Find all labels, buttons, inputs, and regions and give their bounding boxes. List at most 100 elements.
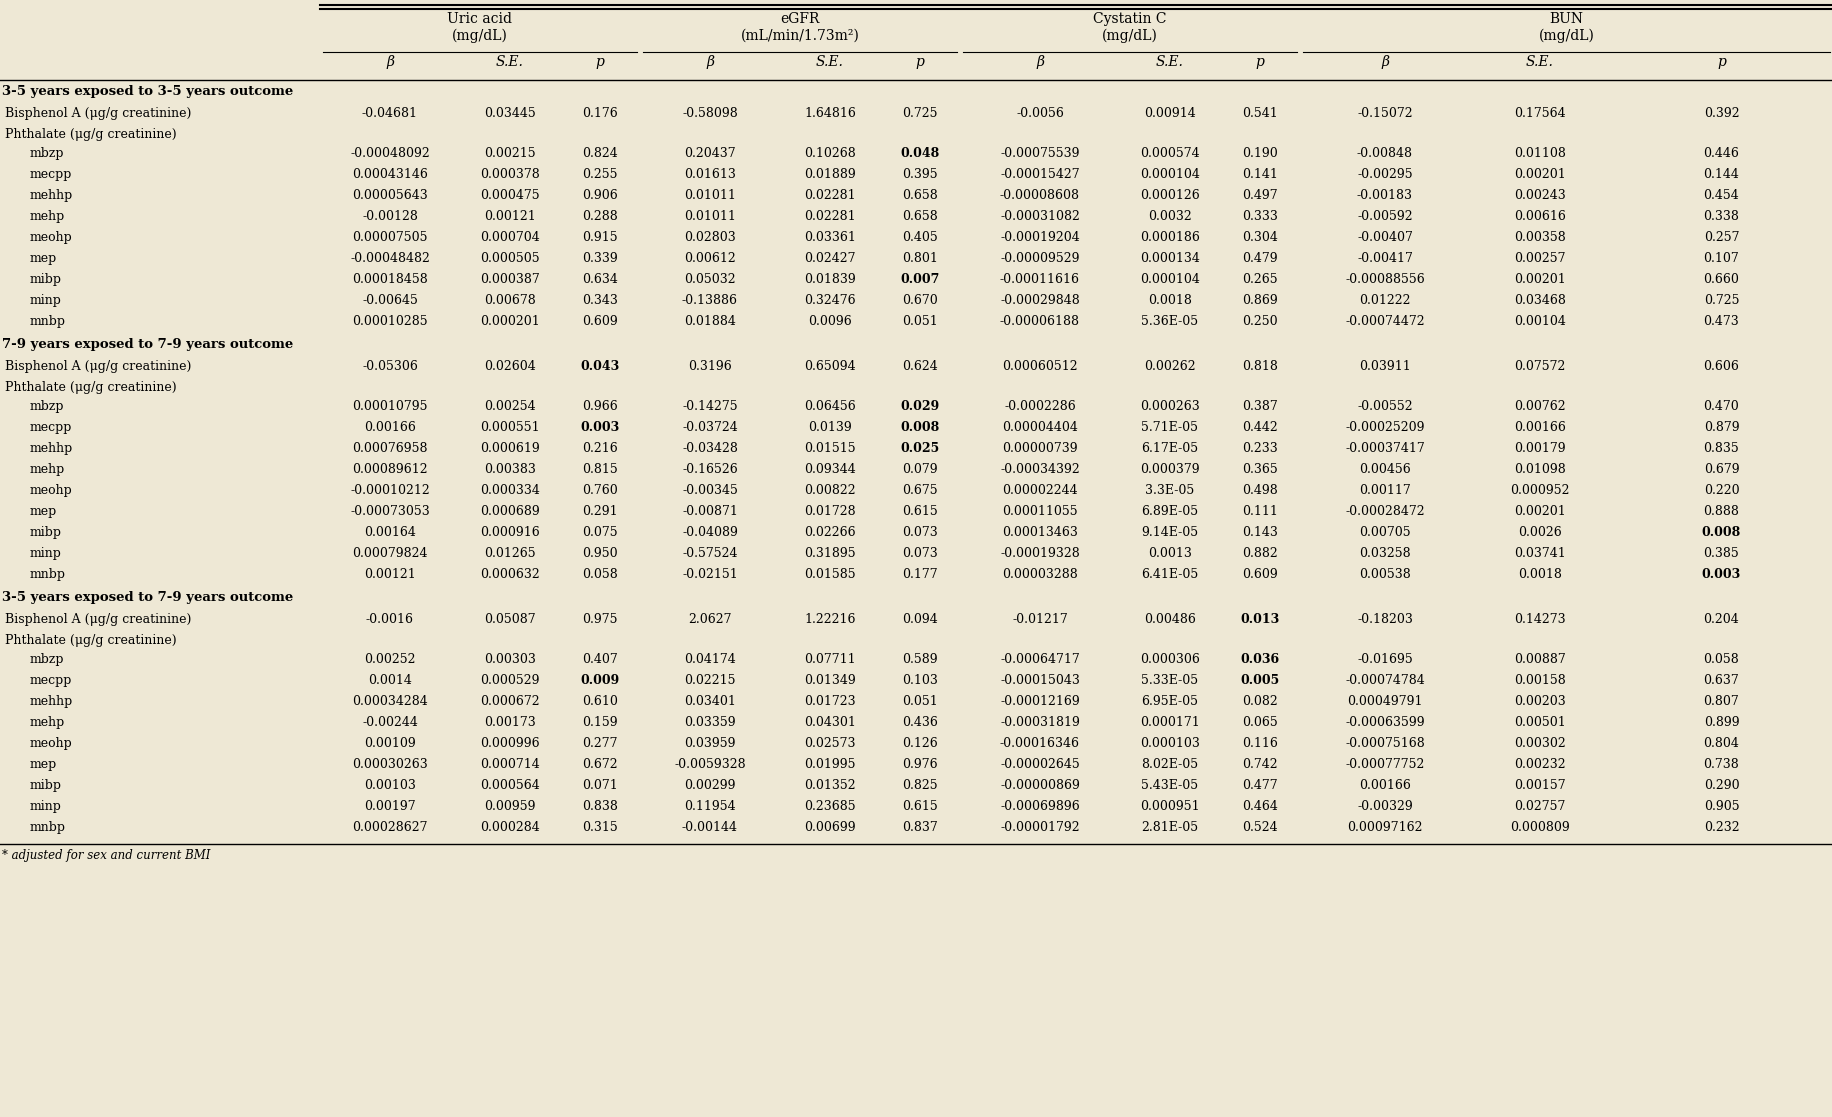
Text: S.E.: S.E. — [1156, 55, 1183, 69]
Text: 0.00166: 0.00166 — [1358, 779, 1411, 792]
Text: mehp: mehp — [29, 716, 66, 729]
Text: -0.00871: -0.00871 — [682, 505, 738, 518]
Text: 0.00501: 0.00501 — [1513, 716, 1565, 729]
Text: -0.00008608: -0.00008608 — [1000, 189, 1079, 202]
Text: 0.07572: 0.07572 — [1513, 360, 1565, 373]
Text: 0.343: 0.343 — [583, 294, 617, 307]
Text: 0.01352: 0.01352 — [804, 779, 856, 792]
Text: 9.14E-05: 9.14E-05 — [1141, 526, 1198, 538]
Text: 0.304: 0.304 — [1242, 231, 1277, 244]
Text: -0.00009529: -0.00009529 — [1000, 252, 1079, 265]
Text: β: β — [1379, 55, 1389, 69]
Text: 0.00104: 0.00104 — [1513, 315, 1565, 328]
Text: mehhp: mehhp — [29, 695, 73, 708]
Text: 0.899: 0.899 — [1702, 716, 1739, 729]
Text: 5.36E-05: 5.36E-05 — [1141, 315, 1198, 328]
Text: 0.00262: 0.00262 — [1143, 360, 1194, 373]
Text: 0.107: 0.107 — [1702, 252, 1739, 265]
Text: 0.470: 0.470 — [1702, 400, 1739, 413]
Text: 5.33E-05: 5.33E-05 — [1141, 674, 1198, 687]
Text: 0.837: 0.837 — [901, 821, 938, 834]
Text: 0.905: 0.905 — [1702, 800, 1739, 813]
Text: 0.03359: 0.03359 — [683, 716, 735, 729]
Text: 0.00121: 0.00121 — [365, 567, 416, 581]
Text: 0.01728: 0.01728 — [804, 505, 856, 518]
Text: 0.742: 0.742 — [1242, 757, 1277, 771]
Text: 0.00456: 0.00456 — [1358, 462, 1411, 476]
Text: -0.57524: -0.57524 — [682, 547, 736, 560]
Text: -0.00012169: -0.00012169 — [1000, 695, 1079, 708]
Text: 0.000104: 0.000104 — [1140, 168, 1200, 181]
Text: 0.008: 0.008 — [900, 421, 940, 433]
Text: 0.14273: 0.14273 — [1513, 613, 1565, 626]
Text: -0.00073053: -0.00073053 — [350, 505, 431, 518]
Text: 0.00173: 0.00173 — [484, 716, 535, 729]
Text: * adjusted for sex and current BMI: * adjusted for sex and current BMI — [2, 849, 211, 862]
Text: 0.03401: 0.03401 — [683, 695, 735, 708]
Text: 0.00243: 0.00243 — [1513, 189, 1565, 202]
Text: 0.392: 0.392 — [1702, 107, 1739, 120]
Text: 0.32476: 0.32476 — [804, 294, 856, 307]
Text: 0.02266: 0.02266 — [804, 526, 856, 538]
Text: 0.000574: 0.000574 — [1140, 147, 1200, 160]
Text: 0.000126: 0.000126 — [1140, 189, 1200, 202]
Text: 0.01613: 0.01613 — [683, 168, 735, 181]
Text: 0.00076958: 0.00076958 — [352, 442, 427, 455]
Text: -0.00848: -0.00848 — [1356, 147, 1412, 160]
Text: 0.00157: 0.00157 — [1513, 779, 1565, 792]
Text: -0.00074784: -0.00074784 — [1345, 674, 1423, 687]
Text: 0.0018: 0.0018 — [1517, 567, 1561, 581]
Text: 6.89E-05: 6.89E-05 — [1141, 505, 1198, 518]
Text: mehhp: mehhp — [29, 189, 73, 202]
Text: 0.00383: 0.00383 — [484, 462, 535, 476]
Text: 0.00121: 0.00121 — [484, 210, 535, 223]
Text: 0.00179: 0.00179 — [1513, 442, 1565, 455]
Text: 0.000529: 0.000529 — [480, 674, 539, 687]
Text: 0.65094: 0.65094 — [804, 360, 856, 373]
Text: 0.818: 0.818 — [1242, 360, 1277, 373]
Text: -0.05306: -0.05306 — [363, 360, 418, 373]
Text: 0.03741: 0.03741 — [1513, 547, 1565, 560]
Text: 0.000103: 0.000103 — [1140, 737, 1200, 750]
Text: 0.338: 0.338 — [1702, 210, 1739, 223]
Text: 0.541: 0.541 — [1242, 107, 1277, 120]
Text: 7-9 years exposed to 7-9 years outcome: 7-9 years exposed to 7-9 years outcome — [2, 338, 293, 351]
Text: 0.658: 0.658 — [901, 189, 938, 202]
Text: 0.00232: 0.00232 — [1513, 757, 1565, 771]
Text: 0.190: 0.190 — [1242, 147, 1277, 160]
Text: 0.966: 0.966 — [583, 400, 617, 413]
Text: 0.00000739: 0.00000739 — [1002, 442, 1077, 455]
Text: 0.00003288: 0.00003288 — [1002, 567, 1077, 581]
Text: 0.000689: 0.000689 — [480, 505, 540, 518]
Text: 0.03911: 0.03911 — [1358, 360, 1411, 373]
Text: 0.824: 0.824 — [583, 147, 617, 160]
Text: β: β — [705, 55, 714, 69]
Text: S.E.: S.E. — [496, 55, 524, 69]
Text: -0.00407: -0.00407 — [1356, 231, 1412, 244]
Text: -0.03428: -0.03428 — [682, 442, 738, 455]
Text: 0.01585: 0.01585 — [804, 567, 856, 581]
Text: 0.082: 0.082 — [1242, 695, 1277, 708]
Text: 0.009: 0.009 — [581, 674, 619, 687]
Text: 0.760: 0.760 — [583, 484, 617, 497]
Text: 0.00612: 0.00612 — [683, 252, 735, 265]
Text: 0.000171: 0.000171 — [1140, 716, 1200, 729]
Text: 0.442: 0.442 — [1242, 421, 1277, 433]
Text: 0.09344: 0.09344 — [804, 462, 856, 476]
Text: 0.385: 0.385 — [1702, 547, 1739, 560]
Text: 0.609: 0.609 — [1242, 567, 1277, 581]
Text: 0.23685: 0.23685 — [804, 800, 856, 813]
Text: 0.00010795: 0.00010795 — [352, 400, 427, 413]
Text: 0.000551: 0.000551 — [480, 421, 539, 433]
Text: -0.18203: -0.18203 — [1356, 613, 1412, 626]
Text: -0.00016346: -0.00016346 — [1000, 737, 1079, 750]
Text: 0.043: 0.043 — [581, 360, 619, 373]
Text: 0.000378: 0.000378 — [480, 168, 540, 181]
Text: -0.00088556: -0.00088556 — [1345, 273, 1423, 286]
Text: -0.00025209: -0.00025209 — [1345, 421, 1423, 433]
Text: -0.00029848: -0.00029848 — [1000, 294, 1079, 307]
Text: 0.882: 0.882 — [1242, 547, 1277, 560]
Text: 0.029: 0.029 — [900, 400, 940, 413]
Text: 0.159: 0.159 — [583, 716, 617, 729]
Text: 0.395: 0.395 — [901, 168, 938, 181]
